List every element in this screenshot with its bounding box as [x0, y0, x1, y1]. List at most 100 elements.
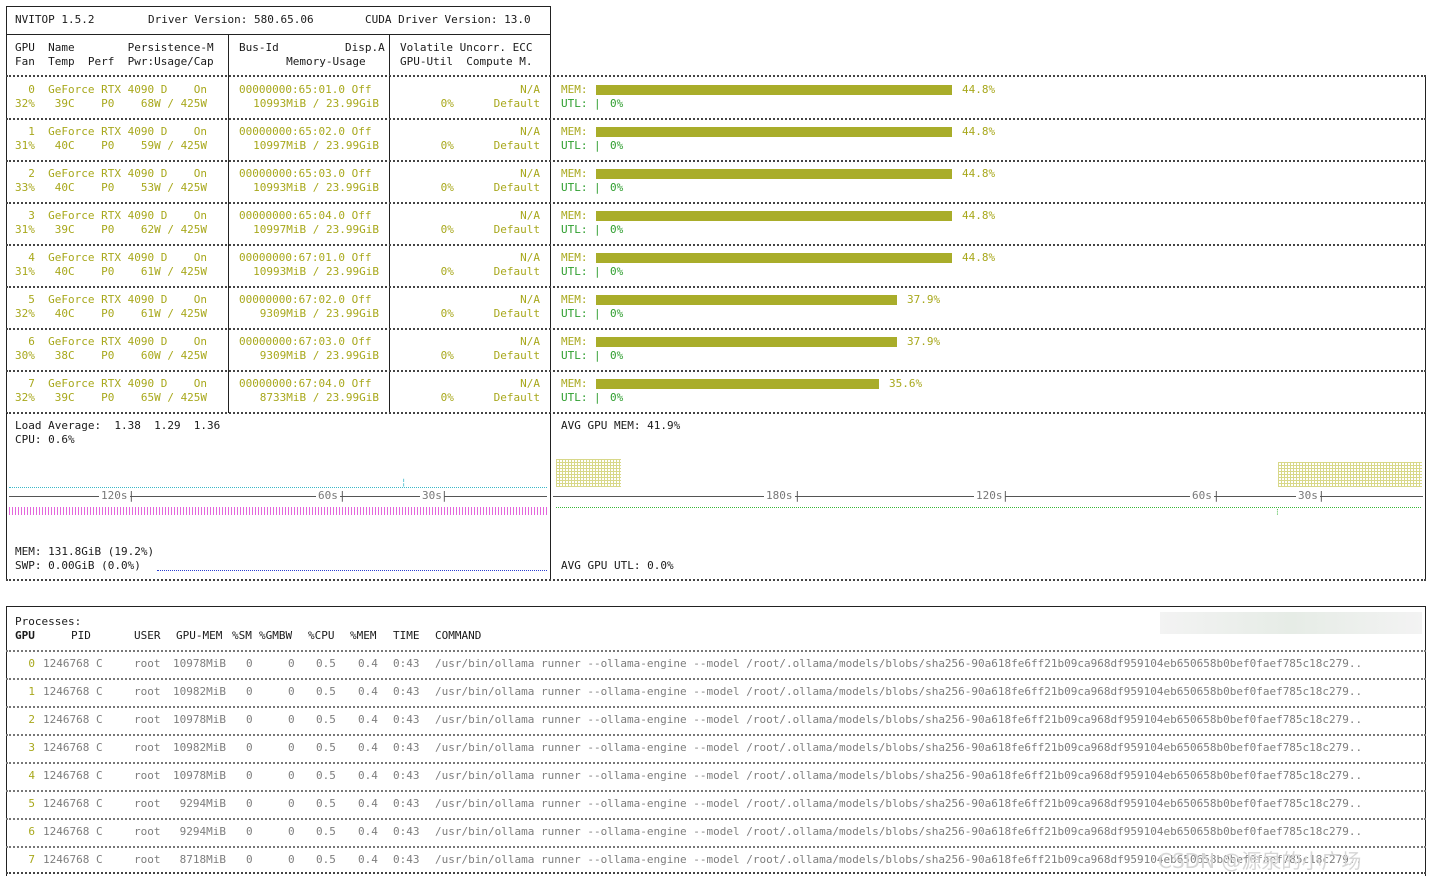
proc-header-time: TIME	[393, 629, 420, 642]
left-axis-line	[9, 496, 547, 497]
right-tick-mark-3: |	[1213, 489, 1220, 502]
table-row[interactable]	[6, 762, 1426, 791]
right-tick-mark-1: |	[794, 489, 801, 502]
gpu-util-compute: 0% Default	[427, 97, 540, 110]
proc-pid: 1246768 C	[43, 685, 103, 698]
gpu-util-compute: 0% Default	[427, 181, 540, 194]
proc-cpu: 0.5	[316, 825, 336, 838]
proc-gpumem: 10978MiB	[173, 713, 226, 726]
avg-mem-history-left	[556, 459, 621, 487]
proc-gpu: 1	[28, 685, 35, 698]
proc-pid: 1246768 C	[43, 769, 103, 782]
blurred-region	[1160, 612, 1422, 634]
gpu-name-line: 2 GeForce RTX 4090 D On	[15, 167, 208, 180]
proc-command: /usr/bin/ollama runner --ollama-engine -…	[435, 853, 1363, 866]
proc-command: /usr/bin/ollama runner --ollama-engine -…	[435, 741, 1363, 754]
gpu-utl-label: UTL:	[561, 223, 588, 236]
right-tick-mark-2: |	[1002, 489, 1009, 502]
gpu-fan-line: 32% 40C P0 61W / 425W	[15, 307, 208, 320]
gpu-mem-label: MEM:	[561, 167, 588, 180]
proc-user: root	[134, 853, 161, 866]
proc-command: /usr/bin/ollama runner --ollama-engine -…	[435, 657, 1363, 670]
left-tick-mark-3: |	[441, 489, 448, 502]
gpu-utl-bar: |	[594, 391, 601, 404]
gpu-name-line: 4 GeForce RTX 4090 D On	[15, 251, 208, 264]
col-header-fan: Fan Temp Perf Pwr:Usage/Cap	[15, 55, 214, 68]
table-row[interactable]	[6, 650, 1426, 679]
right-tick-30s: 30s	[1296, 489, 1320, 503]
proc-command: /usr/bin/ollama runner --ollama-engine -…	[435, 685, 1363, 698]
proc-gpumem: 9294MiB	[179, 825, 226, 838]
proc-pid: 1246768 C	[43, 713, 103, 726]
gpu-mem-bar	[596, 253, 952, 263]
proc-gmbw: 0	[288, 853, 295, 866]
proc-time: 0:43	[393, 769, 420, 782]
gpu-mem-percent: 44.8%	[962, 209, 996, 222]
proc-header-mem: %MEM	[350, 629, 377, 642]
table-row[interactable]	[6, 678, 1426, 707]
gpu-util-compute: 0% Default	[427, 391, 540, 404]
gpu-utl-label: UTL:	[561, 139, 588, 152]
left-tick-mark-1: |	[128, 489, 135, 502]
gpu-bus-id: 00000000:65:04.0 Off	[239, 209, 372, 222]
gpu-bus-id: 00000000:67:03.0 Off	[239, 335, 372, 348]
gpu-bus-id: 00000000:67:01.0 Off	[239, 251, 372, 264]
right-tick-180s: 180s	[764, 489, 795, 503]
col-header-gpuutil: GPU-Util Compute M.	[400, 55, 533, 68]
proc-mem: 0.4	[358, 797, 378, 810]
left-tick-60s: 60s	[316, 489, 340, 503]
processes-panel	[6, 606, 1426, 876]
proc-command: /usr/bin/ollama runner --ollama-engine -…	[435, 825, 1363, 838]
gpu-utl-bar: |	[594, 349, 601, 362]
gpu-panel-top-border	[6, 75, 1426, 77]
proc-user: root	[134, 685, 161, 698]
table-row[interactable]	[6, 790, 1426, 819]
table-row[interactable]	[6, 818, 1426, 847]
gpu-name-line: 1 GeForce RTX 4090 D On	[15, 125, 208, 138]
table-row[interactable]	[6, 706, 1426, 735]
proc-gmbw: 0	[288, 797, 295, 810]
table-row[interactable]	[6, 734, 1426, 763]
gpu-fan-line: 32% 39C P0 65W / 425W	[15, 391, 208, 404]
table-row[interactable]	[6, 846, 1426, 875]
gpu-utl-percent: 0%	[610, 265, 624, 278]
gpu-row-separator	[6, 160, 1426, 162]
gpu-utl-bar: |	[594, 223, 601, 236]
proc-header-cpu: %CPU	[308, 629, 335, 642]
load-average: Load Average: 1.38 1.29 1.36	[15, 419, 221, 432]
proc-header-sm: %SM	[232, 629, 252, 642]
gpu-utl-percent: 0%	[610, 139, 624, 152]
gpu-mem-percent: 37.9%	[907, 293, 941, 306]
gpu-utl-percent: 0%	[610, 349, 624, 362]
gpu-utl-bar: |	[594, 307, 601, 320]
gpu-name-line: 6 GeForce RTX 4090 D On	[15, 335, 208, 348]
proc-header-command: COMMAND	[435, 629, 482, 642]
proc-sm: 0	[246, 713, 253, 726]
col-header-volatile: Volatile Uncorr. ECC	[400, 41, 533, 54]
proc-gpumem: 10982MiB	[173, 685, 226, 698]
proc-header-gmbw: %GMBW	[259, 629, 293, 642]
nvitop-version: NVITOP 1.5.2	[15, 13, 95, 26]
left-tick-30s: 30s	[420, 489, 444, 503]
proc-mem: 0.4	[358, 741, 378, 754]
host-panel-top-border	[6, 412, 1426, 414]
gpu-utl-label: UTL:	[561, 97, 588, 110]
proc-cpu: 0.5	[316, 769, 336, 782]
proc-cpu: 0.5	[316, 713, 336, 726]
gpu-fan-line: 31% 40C P0 61W / 425W	[15, 265, 208, 278]
swp-history-line	[157, 570, 547, 571]
proc-gpu: 0	[28, 657, 35, 670]
proc-user: root	[134, 769, 161, 782]
gpu-fan-line: 31% 39C P0 62W / 425W	[15, 223, 208, 236]
gpu-mem-label: MEM:	[561, 251, 588, 264]
proc-user: root	[134, 797, 161, 810]
cuda-version: CUDA Driver Version: 13.0	[365, 13, 531, 26]
proc-header-gpumem: GPU-MEM	[176, 629, 223, 642]
host-divider	[550, 413, 551, 579]
processes-bottom-border	[6, 872, 1426, 874]
proc-pid: 1246768 C	[43, 741, 103, 754]
proc-gpu: 7	[28, 853, 35, 866]
proc-command: /usr/bin/ollama runner --ollama-engine -…	[435, 713, 1363, 726]
gpu-row-separator	[6, 202, 1426, 204]
col-header-memusage: Memory-Usage	[253, 55, 366, 68]
